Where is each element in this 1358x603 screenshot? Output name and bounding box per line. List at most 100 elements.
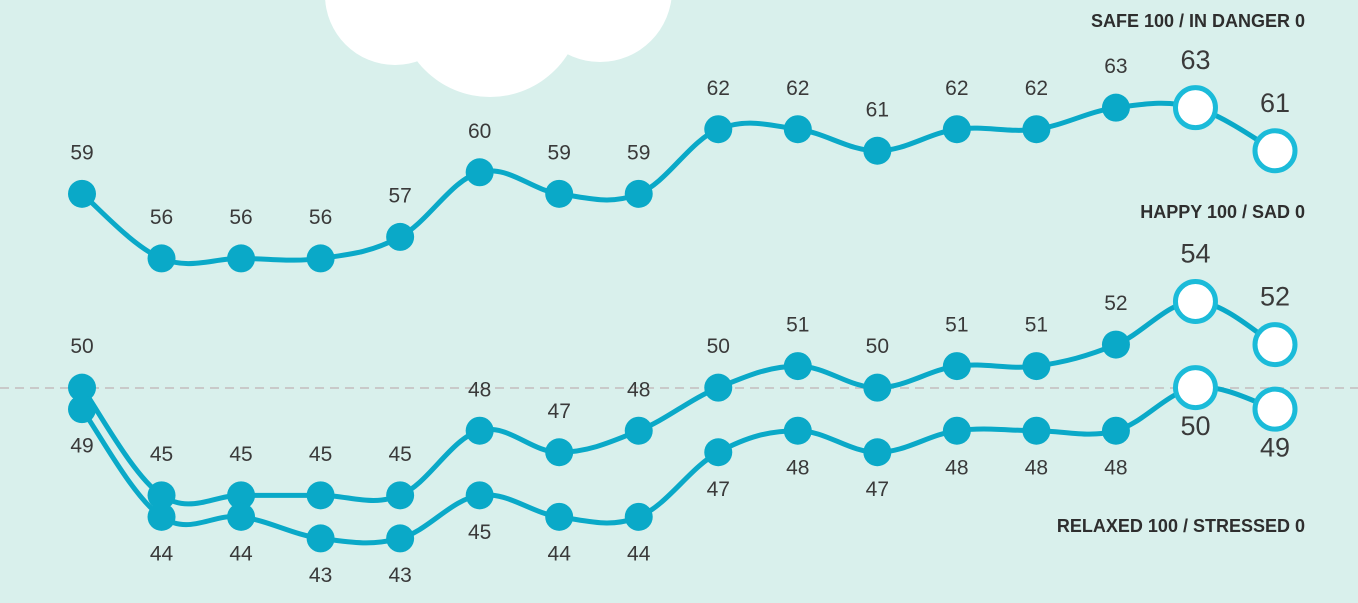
value-label: 54 (1180, 239, 1210, 269)
point (147, 481, 176, 510)
point (68, 179, 96, 208)
value-label: 50 (1180, 411, 1210, 441)
point (227, 244, 256, 273)
value-label: 61 (866, 98, 889, 121)
value-label: 49 (70, 435, 93, 458)
point (1101, 330, 1130, 359)
point (704, 438, 733, 467)
point (704, 373, 733, 402)
value-label: 48 (786, 456, 809, 479)
series-name: HAPPY 100 / SAD 0 (1140, 202, 1305, 222)
cloud (325, 0, 672, 97)
point (68, 373, 96, 402)
hollow-point (1252, 128, 1298, 174)
point (545, 438, 574, 467)
point (942, 115, 971, 144)
value-label: 45 (388, 443, 411, 466)
value-label: 63 (1104, 55, 1127, 78)
point (147, 244, 176, 273)
value-label: 48 (627, 378, 650, 401)
value-label: 48 (1025, 456, 1048, 479)
point (704, 115, 733, 144)
hollow-point (1252, 386, 1298, 432)
value-label: 47 (707, 478, 730, 501)
value-label: 56 (150, 206, 173, 229)
point (386, 222, 415, 251)
point (545, 502, 574, 531)
point (783, 352, 812, 381)
value-label: 51 (1025, 314, 1048, 337)
value-label: 47 (548, 400, 571, 423)
point (386, 524, 415, 553)
value-label: 47 (866, 478, 889, 501)
value-label: 44 (627, 542, 651, 565)
point (942, 352, 971, 381)
value-label: 62 (945, 77, 968, 100)
point (306, 244, 335, 273)
point (465, 416, 494, 445)
point (624, 416, 653, 445)
point (863, 136, 892, 165)
value-label: 51 (945, 314, 968, 337)
value-label: 43 (388, 564, 411, 587)
point (147, 502, 176, 531)
value-label: 56 (309, 206, 332, 229)
hollow-point (1172, 365, 1218, 411)
point (624, 179, 653, 208)
point (1022, 416, 1051, 445)
value-label: 56 (229, 206, 252, 229)
point (68, 395, 96, 424)
point (1022, 115, 1051, 144)
series-line (79, 384, 1276, 546)
value-label: 61 (1260, 88, 1290, 118)
value-label: 52 (1104, 292, 1127, 315)
value-label: 48 (945, 456, 968, 479)
point (227, 481, 256, 510)
point (783, 416, 812, 445)
value-label: 62 (786, 77, 809, 100)
value-label: 45 (229, 443, 252, 466)
series-line (79, 298, 1277, 507)
value-label: 52 (1260, 282, 1290, 312)
point (386, 481, 415, 510)
value-label: 43 (309, 564, 332, 587)
hollow-point (1172, 85, 1218, 131)
point (863, 438, 892, 467)
point (545, 179, 574, 208)
value-label: 49 (1260, 432, 1290, 462)
point (624, 502, 653, 531)
point (783, 115, 812, 144)
point (863, 373, 892, 402)
value-label: 57 (388, 184, 411, 207)
series-line (80, 100, 1277, 267)
value-label: 62 (707, 77, 730, 100)
point (1101, 416, 1130, 445)
value-label: 45 (468, 521, 491, 544)
point (306, 481, 335, 510)
point (465, 158, 494, 187)
hollow-point (1172, 279, 1218, 324)
value-label: 44 (229, 542, 253, 565)
value-label: 59 (627, 141, 650, 164)
point (942, 416, 971, 445)
point (465, 481, 494, 510)
value-label: 51 (786, 314, 809, 337)
series-name: SAFE 100 / IN DANGER 0 (1091, 11, 1305, 31)
point (227, 502, 256, 531)
value-label: 50 (707, 335, 730, 358)
value-label: 62 (1025, 77, 1048, 100)
value-label: 59 (548, 141, 571, 164)
point (306, 524, 335, 553)
value-label: 63 (1180, 45, 1210, 75)
point (1101, 93, 1130, 122)
series-name: RELAXED 100 / STRESSED 0 (1057, 516, 1305, 536)
value-label: 45 (150, 443, 173, 466)
point (1022, 352, 1051, 381)
value-label: 50 (70, 335, 93, 358)
value-label: 48 (1104, 456, 1127, 479)
value-label: 44 (150, 542, 174, 565)
value-label: 60 (468, 120, 491, 143)
value-label: 50 (866, 335, 889, 358)
value-label: 59 (70, 141, 93, 164)
value-label: 45 (309, 443, 332, 466)
